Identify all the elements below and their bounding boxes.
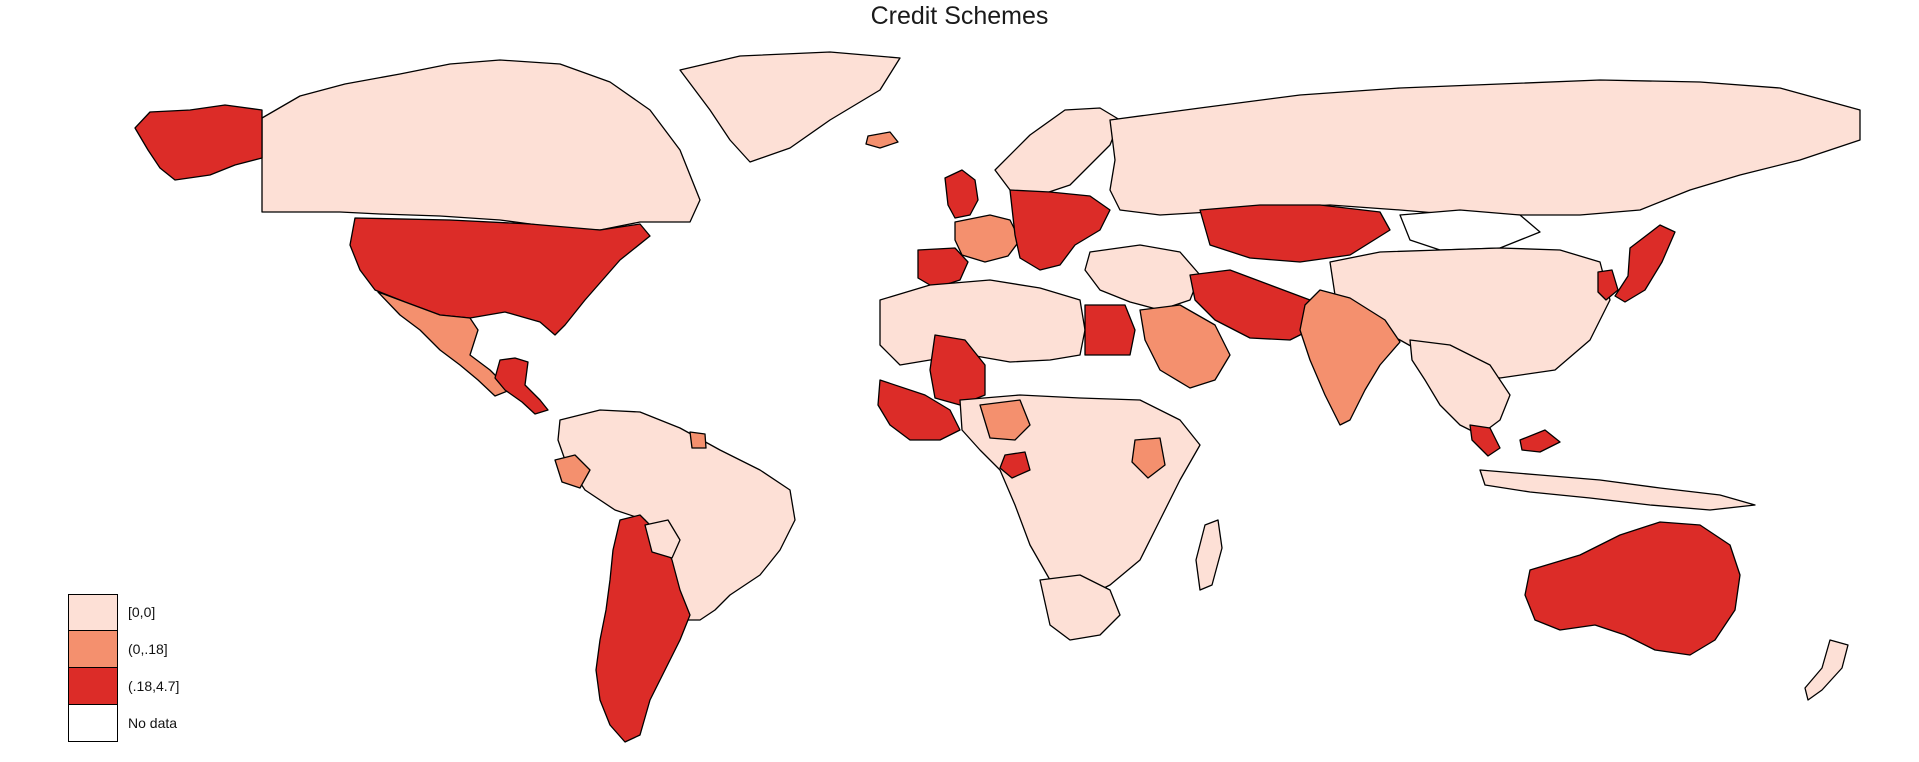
region-north-africa	[879, 279, 1086, 366]
region-guyana	[689, 431, 707, 449]
region-madagascar	[1195, 519, 1223, 591]
region-saudi-arabia	[1139, 304, 1231, 389]
region-alaska	[134, 104, 263, 181]
map-title: Credit Schemes	[870, 2, 1049, 30]
region-new-zealand	[1804, 639, 1849, 701]
region-kazakhstan	[1199, 204, 1391, 263]
region-colombia-ecuador	[554, 454, 591, 489]
legend-label: (0,.18]	[128, 641, 168, 657]
region-iceland	[865, 131, 899, 149]
region-japan	[1614, 224, 1676, 303]
region-russia	[1109, 79, 1861, 216]
region-west-africa	[877, 379, 961, 441]
legend-swatch	[68, 631, 118, 668]
region-scandinavia	[994, 107, 1121, 196]
region-malaysia	[1469, 424, 1561, 457]
region-greenland	[679, 51, 901, 163]
region-mongolia	[1399, 209, 1541, 251]
region-europe-central	[1009, 189, 1111, 271]
legend-swatch	[68, 668, 118, 705]
region-korea	[1597, 269, 1619, 301]
region-india	[1299, 289, 1401, 426]
region-indonesia	[1479, 469, 1756, 511]
region-gabon	[999, 451, 1031, 479]
legend-swatch	[68, 705, 118, 742]
region-iberia	[917, 247, 969, 289]
region-central-america	[494, 357, 549, 415]
region-europe-west	[954, 214, 1021, 263]
region-egypt	[1084, 304, 1136, 356]
region-kenya	[1131, 437, 1166, 479]
legend-label: (.18,4.7]	[128, 678, 180, 694]
legend-label: No data	[128, 715, 178, 731]
region-canada	[261, 59, 701, 231]
region-bolivia	[644, 519, 681, 559]
legend-swatch	[68, 594, 118, 631]
region-nigeria	[979, 399, 1031, 441]
region-chile-argentina	[595, 514, 691, 743]
region-usa	[349, 217, 651, 336]
region-turkey-middle-east	[1084, 244, 1201, 311]
region-southern-africa	[1039, 574, 1121, 641]
region-uk	[944, 169, 979, 219]
region-australia	[1524, 521, 1741, 656]
legend-label: [0,0]	[128, 604, 156, 620]
